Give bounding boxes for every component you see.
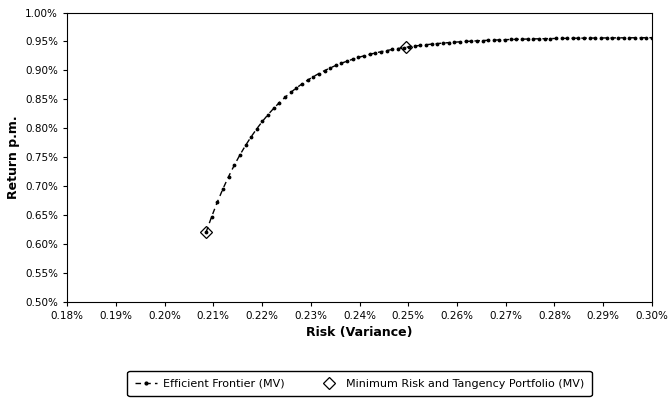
X-axis label: Risk (Variance): Risk (Variance) <box>306 326 413 339</box>
Legend: Efficient Frontier (MV), Minimum Risk and Tangency Portfolio (MV): Efficient Frontier (MV), Minimum Risk an… <box>128 371 591 396</box>
Y-axis label: Return p.m.: Return p.m. <box>7 115 19 199</box>
